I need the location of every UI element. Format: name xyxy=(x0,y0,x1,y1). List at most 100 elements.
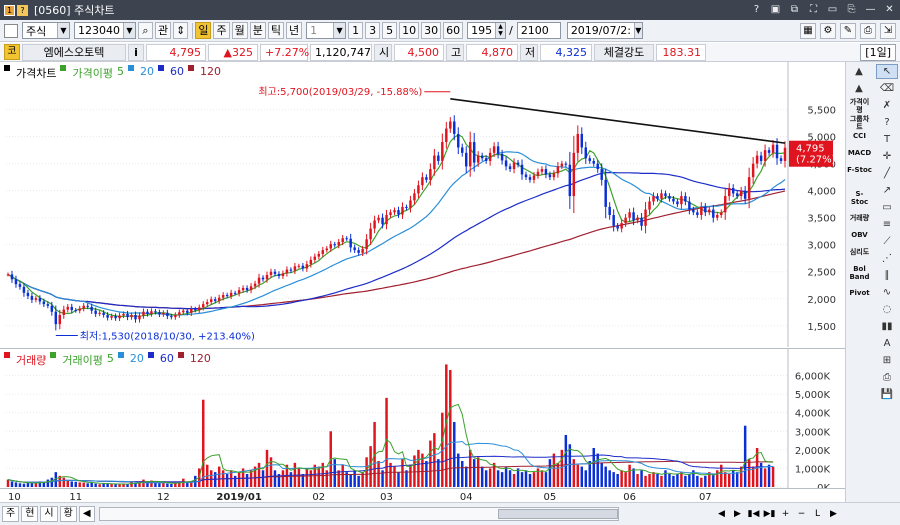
code-badge[interactable]: 코 xyxy=(4,44,20,60)
sidebar-scroll-icon[interactable]: ▲ xyxy=(855,83,863,94)
cursor-icon[interactable]: ↖ xyxy=(876,64,898,79)
text-icon[interactable]: T xyxy=(883,134,891,145)
rect-icon[interactable]: ▭ xyxy=(882,202,892,213)
channel-icon[interactable]: ∥ xyxy=(884,270,890,281)
interest-button[interactable]: 관 xyxy=(155,22,172,39)
print-icon[interactable]: ⎙ xyxy=(883,372,891,383)
market-select[interactable]: 주식 ▼ xyxy=(22,22,70,39)
minimize-button[interactable]: — xyxy=(865,4,876,15)
indicator-item[interactable]: Bol Band xyxy=(849,265,870,281)
indicator-item[interactable]: S-Stoc xyxy=(850,190,869,206)
zoom-in-icon[interactable]: + xyxy=(781,509,790,519)
min-5-button[interactable]: 5 xyxy=(382,22,398,39)
min-60-button[interactable]: 60 xyxy=(443,22,464,39)
min-30-button[interactable]: 30 xyxy=(421,22,442,39)
bars-icon[interactable]: ▮▮ xyxy=(881,321,893,332)
scroll-thumb[interactable] xyxy=(497,509,618,519)
interval-select[interactable]: 1 ▼ xyxy=(306,22,347,39)
indicator-item[interactable]: MACD xyxy=(847,149,872,157)
close-button[interactable]: ✕ xyxy=(885,4,894,15)
chevron-down-icon[interactable]: ▼ xyxy=(57,23,69,38)
delete-icon[interactable]: ✗ xyxy=(882,100,892,111)
sidebar-scroll-icon[interactable]: ▲ xyxy=(855,66,863,77)
info-icon[interactable]: i xyxy=(128,43,144,61)
settings-icon[interactable]: ⚙ xyxy=(820,23,836,39)
period-day-button[interactable]: 일 xyxy=(195,22,212,39)
period-year-button[interactable]: 년 xyxy=(285,22,303,39)
indicator-item[interactable]: 그룹차트 xyxy=(849,115,870,131)
line-icon[interactable]: ╱ xyxy=(883,168,891,179)
table-icon[interactable]: ▦ xyxy=(800,23,816,39)
tools-icon[interactable]: ✎ xyxy=(840,23,856,39)
print-icon[interactable]: ⎙ xyxy=(860,23,876,39)
tab-ju[interactable]: 주 xyxy=(2,506,20,522)
log-scale-icon[interactable]: L xyxy=(814,509,820,519)
candle-body xyxy=(724,196,727,213)
calc-icon[interactable]: ⊞ xyxy=(882,355,892,366)
chevron-down-icon[interactable]: ▼ xyxy=(123,23,135,38)
pin-icon[interactable]: ▣ xyxy=(770,4,781,15)
candle-body xyxy=(520,164,524,175)
tile-icon[interactable]: ▭ xyxy=(827,4,838,15)
layout-icon[interactable]: ⛶ xyxy=(810,4,817,15)
total-count-field[interactable]: 2100 xyxy=(516,22,561,39)
cycle-icon[interactable]: ◌ xyxy=(882,304,892,315)
price-chart[interactable]: 가격차트 가격이평 5 20 60 120 5,5005,0004,5004,0… xyxy=(0,62,845,347)
count-stepper[interactable]: 195 ▲ ▼ xyxy=(467,22,507,39)
eraser-icon[interactable]: ⌫ xyxy=(879,83,895,94)
chevron-down-icon[interactable]: ▼ xyxy=(333,23,346,38)
period-tick-button[interactable]: 틱 xyxy=(267,22,284,39)
arrow-icon[interactable]: ↗ xyxy=(882,185,892,196)
scroll-prev-icon[interactable]: ◀ xyxy=(718,509,725,519)
zoom-out-icon[interactable]: − xyxy=(797,509,806,519)
help-icon[interactable]: ? xyxy=(17,4,28,16)
auto-icon[interactable]: A xyxy=(883,338,891,349)
stepper-arrows-icon[interactable]: ▲ ▼ xyxy=(495,23,506,38)
indicator-item[interactable]: 가격이평 xyxy=(849,98,870,114)
chevron-down-icon[interactable]: ▼ xyxy=(633,23,642,38)
prev-next-stock-button[interactable]: ⇕ xyxy=(173,22,189,39)
date-select[interactable]: 2019/07/2: ▼ xyxy=(566,22,643,39)
indicator-item[interactable]: 심리도 xyxy=(849,248,870,256)
tab-si[interactable]: 시 xyxy=(40,506,58,522)
chart-scrollbar[interactable] xyxy=(98,507,619,521)
scroll-next-icon[interactable]: ▶ xyxy=(734,509,741,519)
indicator-item[interactable]: OBV xyxy=(851,231,868,239)
period-indicator[interactable]: [1일] xyxy=(860,44,896,61)
hint-icon[interactable]: ? xyxy=(753,4,760,15)
link-icon[interactable]: ⧉ xyxy=(790,4,799,15)
play-icon[interactable]: ▶ xyxy=(830,509,837,519)
crosshair-icon[interactable]: ✛ xyxy=(882,151,892,162)
tab-hwang[interactable]: 황 xyxy=(59,506,77,522)
copy-icon[interactable]: ⎘ xyxy=(847,4,856,15)
volume-chart[interactable]: 거래량 거래이평 5 20 60 120 6,000K 5,000K 4,000K 3… xyxy=(0,348,845,494)
scroll-last-icon[interactable]: ▶▮ xyxy=(763,509,776,519)
indicator-item[interactable]: Pivot xyxy=(849,289,870,297)
help-icon[interactable]: ? xyxy=(884,117,890,128)
tab-hyeon[interactable]: 현 xyxy=(21,506,39,522)
indicator-item[interactable]: 거래량 xyxy=(849,214,870,222)
code-input[interactable]: 123040 ▼ xyxy=(74,22,136,39)
scroll-left-button[interactable]: ◀ xyxy=(78,506,95,522)
indicator-item[interactable]: CCI xyxy=(853,132,866,140)
fibo-icon[interactable]: ≡ xyxy=(882,219,892,230)
wave-icon[interactable]: ∿ xyxy=(882,287,892,298)
gann-icon[interactable]: ⋰ xyxy=(882,253,892,264)
period-month-button[interactable]: 월 xyxy=(231,22,248,39)
expand-icon[interactable]: ⇲ xyxy=(880,23,896,39)
scroll-first-icon[interactable]: ▮◀ xyxy=(747,509,760,519)
price-plot[interactable]: 5,5005,0004,5004,0003,5003,0002,5002,000… xyxy=(0,62,845,347)
search-button[interactable]: ⌕ xyxy=(138,22,153,39)
period-minute-button[interactable]: 분 xyxy=(249,22,266,39)
lock-icon[interactable] xyxy=(4,23,18,38)
candle-body xyxy=(636,217,639,221)
save-icon[interactable]: 💾 xyxy=(880,389,894,400)
period-week-button[interactable]: 주 xyxy=(213,22,230,39)
fan-icon[interactable]: ⟋ xyxy=(883,236,891,247)
indicator-item[interactable]: F-Stoc xyxy=(847,166,872,174)
min-3-button[interactable]: 3 xyxy=(365,22,381,39)
min-10-button[interactable]: 10 xyxy=(399,22,420,39)
min-1-button[interactable]: 1 xyxy=(348,22,364,39)
app-icon[interactable]: 1 xyxy=(4,4,15,16)
